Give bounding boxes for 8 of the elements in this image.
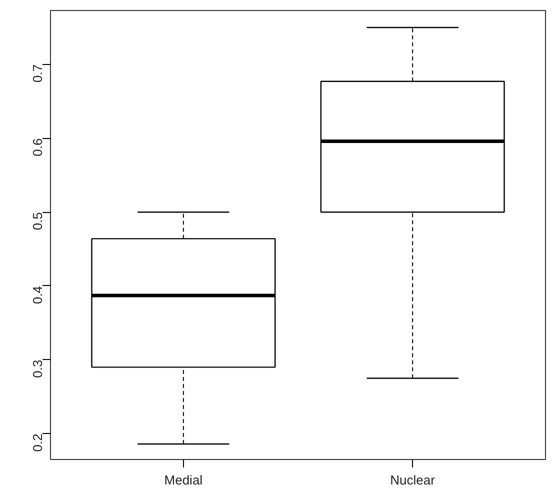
y-tick-label: 0.2 bbox=[30, 434, 45, 452]
x-tick-label: Medial bbox=[164, 472, 203, 488]
x-tick-label: Nuclear bbox=[390, 472, 436, 488]
y-tick-label: 0.3 bbox=[30, 360, 45, 378]
y-tick-label: 0.7 bbox=[30, 64, 45, 82]
y-tick-label: 0.6 bbox=[30, 138, 45, 156]
y-tick-label: 0.4 bbox=[30, 286, 45, 304]
y-tick-label: 0.5 bbox=[30, 212, 45, 230]
